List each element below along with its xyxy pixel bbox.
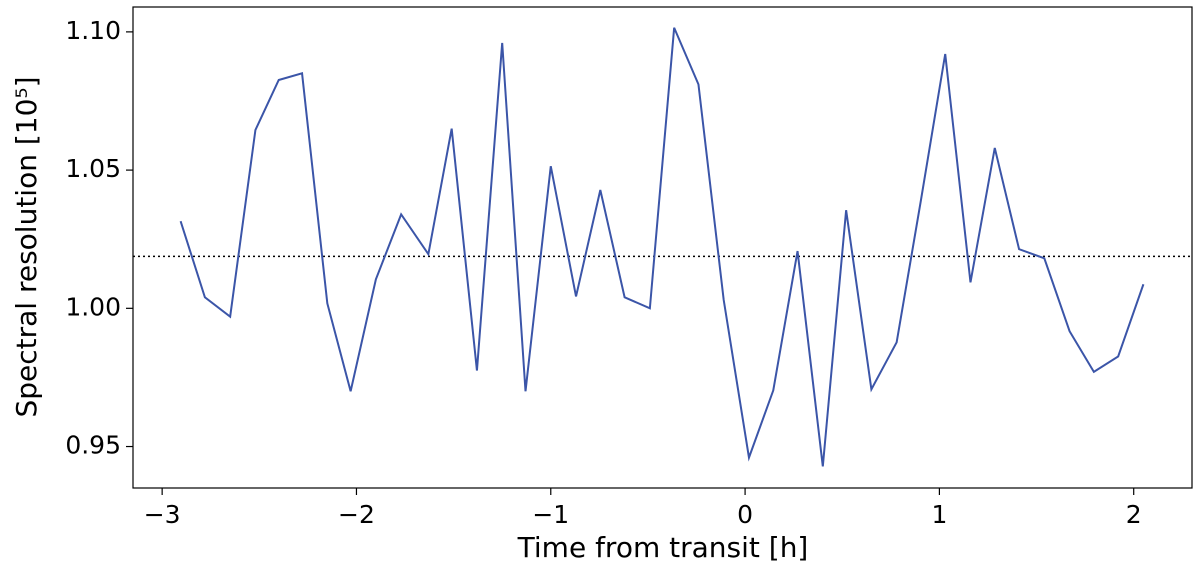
plot-frame [132, 6, 1193, 489]
x-tick-label: −2 [338, 500, 375, 529]
x-tick-label: 1 [931, 500, 947, 529]
data-line [179, 27, 1145, 467]
x-tick-label: −1 [532, 500, 569, 529]
x-tick-label: −3 [144, 500, 181, 529]
x-tick-label: 2 [1126, 500, 1142, 529]
y-tick-label: 0.95 [65, 431, 121, 460]
y-tick-label: 1.05 [65, 154, 121, 183]
x-axis-label: Time from transit [h] [517, 531, 809, 564]
x-tick-label: 0 [737, 500, 753, 529]
y-axis-label: Spectral resolution [10⁵] [10, 76, 43, 417]
y-tick-label: 1.00 [65, 292, 121, 321]
y-tick-label: 1.10 [65, 16, 121, 45]
